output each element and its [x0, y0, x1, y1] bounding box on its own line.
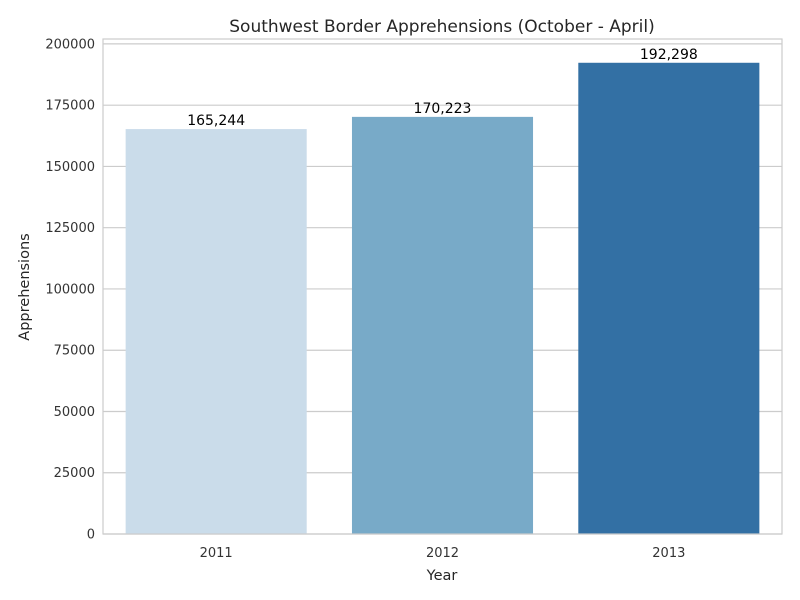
y-tick-label: 125000: [45, 221, 95, 236]
bar-2012: [351, 116, 534, 534]
bars: [125, 62, 760, 535]
bar-2011: [125, 129, 307, 535]
data-label: 192,298: [640, 47, 698, 63]
y-tick-label: 175000: [45, 99, 95, 114]
y-tick-labels: 0 25000 50000 75000 100000 125000 150000 175000…: [45, 37, 95, 542]
y-tick-label: 25000: [54, 466, 95, 481]
y-tick-label: 50000: [54, 405, 95, 420]
plot-frame: [102, 38, 783, 535]
y-tick-label: 200000: [45, 37, 95, 52]
x-tick-labels: 2011 2012 2013: [200, 546, 686, 561]
x-tick-label: 2011: [200, 546, 233, 561]
x-tick-label: 2013: [652, 546, 685, 561]
data-label: 170,223: [414, 101, 472, 117]
y-tick-label: 75000: [54, 344, 95, 359]
bar-2013: [578, 62, 760, 534]
data-label: 165,244: [187, 113, 245, 129]
y-tick-label: 100000: [45, 282, 95, 297]
x-axis-title: Year: [426, 568, 458, 584]
chart-title: Southwest Border Apprehensions (October …: [229, 17, 655, 37]
y-axis-title: Apprehensions: [17, 233, 33, 340]
y-tick-label: 150000: [45, 160, 95, 175]
x-tick-label: 2012: [426, 546, 459, 561]
y-tick-label: 0: [87, 528, 95, 543]
data-labels: 165,244 170,223 192,298: [187, 47, 698, 129]
